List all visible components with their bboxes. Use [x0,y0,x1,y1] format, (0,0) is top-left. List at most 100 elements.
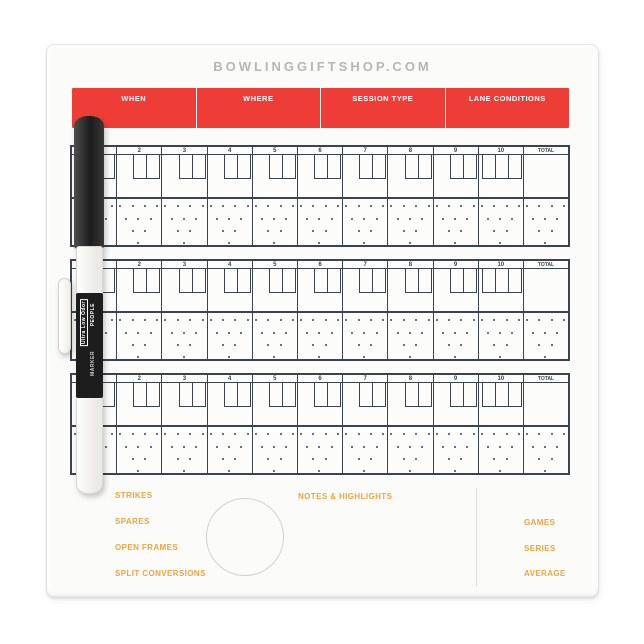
dry-erase-marker[interactable]: Ultra Low Odor PEOPLE MARKER [56,114,108,496]
frame-number: 3 [162,261,207,269]
ball-score-box [314,269,329,293]
game-row: 12345678910TOTAL [70,259,570,361]
stat-average-label: AVERAGE [524,569,566,578]
pin-dot [550,458,553,461]
pin-dot [170,331,173,334]
stat-games-label: GAMES [524,518,556,527]
pin-dot [279,230,282,233]
ball-boxes [178,155,206,179]
pin-dot [111,433,114,436]
ball-boxes [449,269,477,293]
ball-boxes [268,269,296,293]
ball-boxes [178,383,206,407]
frame-score-area [433,383,478,427]
frame-number: 5 [252,147,297,155]
pin-dot [382,205,385,208]
frame-number: 2 [117,147,162,155]
pin-dot [318,355,321,358]
ball-score-box [223,383,238,407]
pin-dot [137,355,140,358]
ball-boxes [449,155,477,179]
pin-dot [517,205,520,208]
pin-dot [460,344,463,347]
pin-diagram [388,427,432,473]
pin-dot [227,241,230,244]
pin-dot [131,458,134,461]
pin-dot [176,344,179,347]
ball-score-box [507,269,522,293]
frame-column: 10 [478,147,524,245]
pin-dot [375,217,378,220]
pin-dot [337,319,340,322]
ball-score-box [133,269,148,293]
pin-dot [505,205,508,208]
ball-boxes [268,155,296,179]
frame-score-area [523,383,569,427]
pin-dot [544,355,547,358]
pin-diagram [117,199,161,245]
pin-dot [498,241,501,244]
pin-dot [525,319,528,322]
pin-dot [182,217,185,220]
pin-dot [447,344,450,347]
pin-dot [345,433,348,436]
game-row: 12345678910TOTAL [70,373,570,475]
pin-dot [222,205,225,208]
pin-dot [272,469,275,472]
frame-number: 2 [117,375,162,383]
ball-boxes [404,383,432,407]
pin-dot [390,433,393,436]
pin-dot [267,433,270,436]
frame-score-area [162,383,207,427]
pin-dot [125,331,128,334]
pin-dot [472,205,475,208]
scoresheet: 12345678910TOTAL 12345678910TOTAL 12345678… [70,145,570,487]
pin-dot [357,433,360,436]
pin-dot [170,445,173,448]
pin-dot [300,205,303,208]
ball-score-box [133,383,148,407]
total-label: TOTAL [523,261,569,269]
pin-dot [402,205,405,208]
pin-dot [375,331,378,334]
pin-dot [234,344,237,347]
ball-boxes [178,269,206,293]
frame-score-area [162,155,207,199]
pin-dot [227,445,230,448]
ball-score-box [268,155,283,179]
pin-dot [144,458,147,461]
pin-dot [357,319,360,322]
pin-dot [505,458,508,461]
pin-dot [189,458,192,461]
pin-dot [201,319,204,322]
pin-dot [480,319,483,322]
pin-dot [300,433,303,436]
ball-score-box [359,155,374,179]
ball-score-box [178,155,193,179]
pin-dot [415,319,418,322]
ball-score-box [236,269,251,293]
pin-dot [324,205,327,208]
pin-dot [104,217,107,220]
pin-dot [306,217,309,220]
pin-dot [480,433,483,436]
pin-dot [279,458,282,461]
frame-number: 7 [343,147,388,155]
ball-score-box [404,269,419,293]
frame-column: 6 [297,261,344,359]
pin-dot [170,217,173,220]
pin-dot [125,445,128,448]
pin-dot [493,205,496,208]
ball-boxes [481,269,522,293]
pin-diagram [524,199,568,245]
stats-divider-line [476,488,477,587]
frame-column: 3 [162,147,208,245]
pin-dot [164,319,167,322]
frame-score-area [388,269,433,313]
pin-dot [345,205,348,208]
ball-score-box [191,269,206,293]
pin-dot [74,433,77,436]
pin-dot [137,217,140,220]
pin-dot [149,217,152,220]
pin-diagram [298,427,342,473]
